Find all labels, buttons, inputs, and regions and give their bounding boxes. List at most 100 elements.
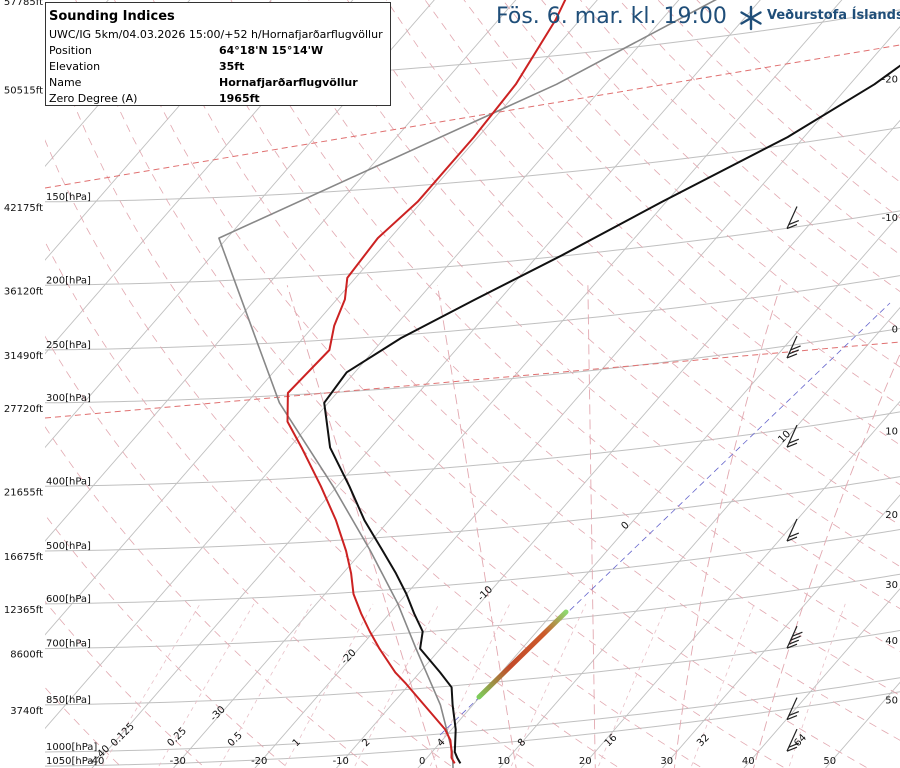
pressure-tick-label: 850[hPa]: [46, 695, 91, 706]
dry-adiabat: [502, 0, 900, 368]
isotherm-line: [824, 681, 900, 768]
x-tick-label: -20: [251, 756, 267, 767]
moist-adiabat: [437, 285, 517, 768]
wind-barb-flag: [788, 219, 800, 226]
info-title: Sounding Indices: [49, 9, 175, 24]
moist-adiabat: [286, 285, 438, 768]
x-tick-label: 40: [742, 756, 755, 767]
parcel-curve: [218, 0, 717, 768]
info-value: 1965ft: [219, 92, 260, 105]
wind-barb-staff: [786, 424, 798, 448]
dry-adiabat: [463, 0, 900, 407]
right-axis-label: 0: [892, 324, 898, 335]
temperature-curve: [286, 0, 567, 764]
isotherm-line: [172, 0, 843, 768]
right-axis-label: -10: [882, 213, 898, 224]
info-subtitle: UWC/IG 5km/04.03.2026 15:00/+52 h/Hornaf…: [49, 28, 383, 41]
dry-adiabat: [618, 0, 900, 256]
wind-barb-staff: [786, 206, 798, 229]
dry-adiabat: [114, 0, 869, 768]
isotherm-line: [417, 213, 900, 768]
wind-barb: [786, 728, 800, 752]
sounding-indices-box: Sounding Indices UWC/IG 5km/04.03.2026 1…: [45, 2, 391, 106]
height-tick-label: 21655ft: [4, 487, 43, 498]
vedurstofa-logo: Veðurstofa Íslands: [738, 5, 900, 31]
pressure-tick-label: 300[hPa]: [46, 393, 91, 404]
isobar-line: [45, 630, 900, 706]
dry-adiabat: [424, 0, 900, 446]
isobar-line: [45, 677, 900, 753]
wind-barb-flag: [788, 711, 800, 717]
pressure-tick-label: 200[hPa]: [46, 275, 91, 286]
isotherm-line: [45, 0, 191, 168]
moist-adiabat: [753, 353, 900, 768]
info-label: Name: [49, 76, 82, 89]
isobar-line: [45, 476, 900, 552]
dry-adiabat: [269, 0, 900, 610]
snowflake-icon: [740, 5, 762, 31]
dry-adiabat: [541, 0, 900, 330]
isobar-line: [45, 573, 900, 650]
x-tick-label: 30: [660, 756, 673, 767]
wind-barb-staff: [786, 728, 798, 752]
pressure-tick-label: 400[hPa]: [46, 476, 91, 487]
isotherm-line: [45, 0, 272, 261]
wind-barb: [786, 518, 800, 542]
shear-segment: [476, 609, 569, 700]
brand-name: Veðurstofa Íslands: [767, 8, 900, 23]
isobar-line: [45, 691, 900, 767]
dry-adiabat: [75, 0, 786, 768]
isobar-line: [45, 529, 900, 605]
forecast-time-title: Fös. 6. mar. kl. 19:00: [496, 4, 727, 29]
isotherm-line: [45, 0, 680, 730]
height-tick-label: 42175ft: [4, 203, 43, 214]
moist-adiabat: [673, 285, 781, 768]
dry-adiabat: [191, 0, 900, 696]
mixing-ratio-line: [598, 603, 668, 767]
mixing-ratio-label: 16: [603, 732, 620, 749]
isobar-line: [45, 127, 900, 203]
pressure-tick-label: 1000[hPa]: [46, 742, 97, 753]
dry-adiabat: [45, 514, 289, 768]
wind-barb-staff: [786, 518, 798, 542]
wind-barb-flag: [786, 536, 798, 542]
isotherm-label: -20: [339, 647, 358, 666]
info-value: 64°18'N 15°14'W: [219, 44, 324, 57]
dry-adiabat: [45, 600, 206, 768]
wind-barb-staff: [786, 335, 798, 359]
pressure-tick-label: 250[hPa]: [46, 340, 91, 351]
wind-barb-flag: [792, 631, 803, 637]
right-axis-label: -20: [882, 74, 898, 85]
dry-adiabat: [230, 0, 900, 653]
x-tick-label: 50: [823, 756, 836, 767]
height-tick-label: 3740ft: [10, 706, 43, 717]
dry-adiabat: [308, 0, 900, 567]
info-label: Zero Degree (A): [49, 92, 138, 105]
isotherm-line: [91, 0, 761, 768]
height-tick-label: 31490ft: [4, 351, 43, 362]
dry-adiabat: [657, 0, 900, 219]
wind-barb-flag: [788, 438, 800, 444]
x-tick-label: 0: [419, 756, 425, 767]
isotherm-line: [743, 588, 900, 768]
pressure-tick-label: 1050[hPa]: [46, 756, 97, 767]
dry-adiabat: [696, 0, 900, 183]
isotherm-label: 0: [620, 520, 632, 532]
mixing-ratio-line: [788, 603, 846, 767]
isotherm-label: -10: [476, 584, 495, 603]
wind-barb: [786, 625, 803, 649]
mixing-ratio-line: [219, 603, 312, 767]
wind-barb: [786, 206, 800, 230]
dry-adiabat: [347, 0, 900, 526]
wind-barb: [786, 697, 800, 721]
wind-barb-flag: [788, 349, 800, 355]
wind-barb-flag: [788, 532, 800, 538]
wind-barb: [786, 335, 801, 359]
wind-barb-flag: [788, 639, 800, 645]
wind-barb: [786, 424, 800, 448]
isobar-line: [45, 275, 900, 351]
mixing-ratio-line: [101, 603, 201, 767]
pressure-tick-label: 600[hPa]: [46, 594, 91, 605]
